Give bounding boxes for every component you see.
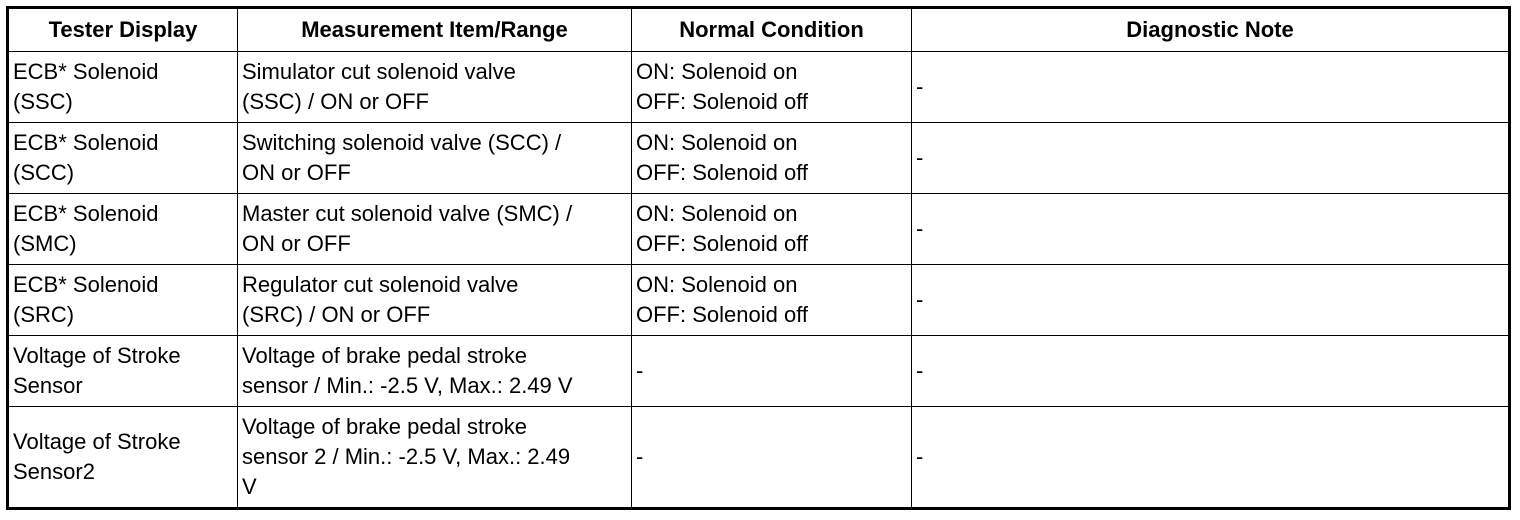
- table-cell: ON: Solenoid on OFF: Solenoid off: [631, 122, 912, 194]
- cell-text: (SRC) / ON or OFF: [242, 302, 431, 327]
- table-cell: Voltage of Stroke Sensor2: [7, 406, 238, 509]
- table-cell: Voltage of brake pedal stroke sensor / Mi…: [237, 335, 632, 407]
- cell-text: OFF: Solenoid off: [636, 89, 809, 114]
- cell-text: ECB* Solenoid: [13, 59, 159, 84]
- cell-text: Master cut solenoid valve (SMC) /: [242, 201, 573, 226]
- cell-text: V: [242, 474, 257, 499]
- cell-text: (SRC): [13, 302, 75, 327]
- table-cell: -: [911, 264, 1510, 336]
- table-row: Voltage of Stroke Sensor2 Voltage of brake…: [7, 406, 1510, 509]
- cell-text: ON: Solenoid on: [636, 272, 798, 297]
- header-cell: Normal Condition: [631, 7, 912, 52]
- data-table: Tester Display Measurement Item/Range Norm…: [6, 6, 1511, 510]
- cell-text: ON: Solenoid on: [636, 201, 798, 226]
- table-cell: -: [911, 51, 1510, 123]
- table-cell: ECB* Solenoid (SRC): [7, 264, 238, 336]
- table-cell: ECB* Solenoid (SMC): [7, 193, 238, 265]
- cell-text: sensor / Min.: -2.5 V, Max.: 2.49 V: [242, 373, 573, 398]
- table-row: ECB* Solenoid (SCC) Switching solenoid val…: [7, 122, 1510, 194]
- table-cell: ON: Solenoid on OFF: Solenoid off: [631, 264, 912, 336]
- cell-text: OFF: Solenoid off: [636, 231, 809, 256]
- table-cell: Voltage of brake pedal stroke sensor 2 / …: [237, 406, 632, 509]
- table-cell: -: [911, 406, 1510, 509]
- header-cell: Measurement Item/Range: [237, 7, 632, 52]
- cell-text: Voltage of brake pedal stroke: [242, 414, 527, 439]
- table-row: ECB* Solenoid (SRC) Regulator cut solenoid…: [7, 264, 1510, 336]
- table-row: ECB* Solenoid (SSC) Simulator cut solenoid…: [7, 51, 1510, 123]
- cell-text: ON or OFF: [242, 160, 351, 185]
- cell-text: Sensor: [13, 373, 83, 398]
- header-row: Tester Display Measurement Item/Range Norm…: [7, 7, 1510, 52]
- cell-text: -: [916, 358, 924, 383]
- cell-text: -: [916, 145, 924, 170]
- table-cell: ECB* Solenoid (SCC): [7, 122, 238, 194]
- cell-text: -: [916, 74, 924, 99]
- table-cell: -: [631, 406, 912, 509]
- cell-text: ECB* Solenoid: [13, 272, 159, 297]
- table-cell: ECB* Solenoid (SSC): [7, 51, 238, 123]
- cell-text: (SSC): [13, 89, 73, 114]
- cell-text: -: [636, 358, 644, 383]
- cell-text: Simulator cut solenoid valve: [242, 59, 516, 84]
- table-cell: Regulator cut solenoid valve (SRC) / ON o…: [237, 264, 632, 336]
- header-cell: Diagnostic Note: [911, 7, 1510, 52]
- cell-text: -: [916, 287, 924, 312]
- cell-text: sensor 2 / Min.: -2.5 V, Max.: 2.49: [242, 444, 571, 469]
- header-cell: Tester Display: [7, 7, 238, 52]
- cell-text: (SCC): [13, 160, 75, 185]
- cell-text: -: [916, 216, 924, 241]
- cell-text: (SSC) / ON or OFF: [242, 89, 429, 114]
- cell-text: Switching solenoid valve (SCC) /: [242, 130, 562, 155]
- cell-text: ON: Solenoid on: [636, 130, 798, 155]
- cell-text: ECB* Solenoid: [13, 201, 159, 226]
- table-row: Voltage of Stroke Sensor Voltage of brake …: [7, 335, 1510, 407]
- cell-text: Regulator cut solenoid valve: [242, 272, 519, 297]
- table-row: ECB* Solenoid (SMC) Master cut solenoid va…: [7, 193, 1510, 265]
- table-cell: -: [911, 335, 1510, 407]
- cell-text: -: [636, 444, 644, 469]
- table-body: ECB* Solenoid (SSC) Simulator cut solenoid…: [7, 51, 1510, 509]
- cell-text: Voltage of brake pedal stroke: [242, 343, 527, 368]
- cell-text: (SMC): [13, 231, 77, 256]
- cell-text: ON or OFF: [242, 231, 351, 256]
- table-cell: -: [911, 122, 1510, 194]
- cell-text: ECB* Solenoid: [13, 130, 159, 155]
- cell-text: Voltage of Stroke: [13, 429, 181, 454]
- table-cell: ON: Solenoid on OFF: Solenoid off: [631, 193, 912, 265]
- cell-text: -: [916, 444, 924, 469]
- cell-text: Sensor2: [13, 459, 95, 484]
- cell-text: Voltage of Stroke: [13, 343, 181, 368]
- table-cell: Simulator cut solenoid valve (SSC) / ON o…: [237, 51, 632, 123]
- table-cell: -: [631, 335, 912, 407]
- cell-text: OFF: Solenoid off: [636, 160, 809, 185]
- cell-text: OFF: Solenoid off: [636, 302, 809, 327]
- table-cell: -: [911, 193, 1510, 265]
- table-cell: Master cut solenoid valve (SMC) / ON or O…: [237, 193, 632, 265]
- table-cell: Voltage of Stroke Sensor: [7, 335, 238, 407]
- table-cell: ON: Solenoid on OFF: Solenoid off: [631, 51, 912, 123]
- cell-text: ON: Solenoid on: [636, 59, 798, 84]
- table-cell: Switching solenoid valve (SCC) / ON or OF…: [237, 122, 632, 194]
